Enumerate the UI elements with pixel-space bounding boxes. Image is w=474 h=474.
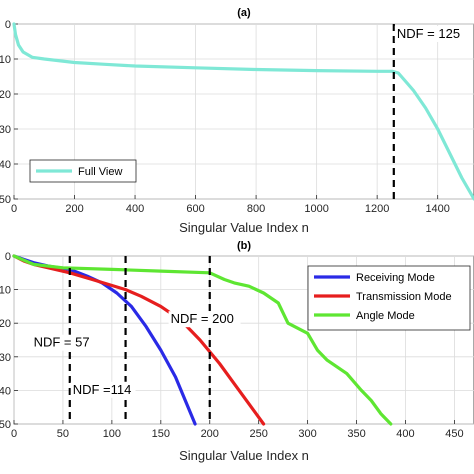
series-line-full-view (12, 22, 474, 201)
x-tick-label: 300 (298, 428, 316, 440)
legend-label-transmission-mode: Transmission Mode (356, 291, 452, 303)
subplot-a-annotations: NDF = 125 (392, 24, 467, 199)
subplot-a: (a) 0 200 400 600 800 1000 1200 1400 0 10 20 30 40 50… (0, 7, 474, 235)
x-tick-label: 1400 (425, 203, 449, 215)
subplot-b-title: (b) (237, 240, 251, 252)
x-tick-label: 400 (396, 428, 414, 440)
subplot-a-xlabel: Singular Value Index n (179, 220, 309, 235)
y-tick-label: 10 (0, 54, 11, 66)
ndf-label: NDF = 200 (171, 311, 234, 326)
x-tick-label: 50 (57, 428, 69, 440)
ndf-label: NDF =114 (73, 382, 132, 397)
subplot-a-legend: Full View (29, 159, 137, 183)
x-tick-label: 0 (11, 203, 17, 215)
x-tick-label: 800 (247, 203, 265, 215)
subplot-b-lines (12, 254, 393, 426)
x-tick-label: 200 (65, 203, 83, 215)
y-tick-label: 20 (0, 318, 11, 330)
series-line-angle-mode (12, 254, 393, 426)
subplot-a-ticks: 0 200 400 600 800 1000 1200 1400 0 10 20 30 40 50 (0, 19, 450, 215)
subplot-b-xlabel: Singular Value Index n (179, 448, 309, 463)
subplot-b: (b) 0 50 100 150 200 250 300 350 400 450010203040… (0, 240, 474, 463)
x-tick-label: 1000 (304, 203, 328, 215)
legend-box (29, 159, 137, 183)
x-tick-label: 200 (201, 428, 219, 440)
subplot-a-lines (12, 22, 474, 201)
x-tick-label: 600 (186, 203, 204, 215)
y-tick-label: 30 (0, 352, 11, 364)
ndf-label-background (168, 311, 241, 328)
ndf-label: NDF = 57 (34, 335, 90, 350)
x-tick-label: 100 (103, 428, 121, 440)
ndf-label-background (394, 26, 467, 42)
legend-label-full-view: Full View (78, 166, 122, 178)
subplot-a-title: (a) (237, 7, 251, 19)
y-tick-label: 10 (0, 285, 11, 297)
x-tick-label: 400 (126, 203, 144, 215)
subplot-b-legend: Receiving Mode Transmission Mode Angle Mod… (307, 265, 471, 331)
subplot-a-grid (13, 23, 474, 200)
x-tick-label: 350 (347, 428, 365, 440)
subplot-b-annotations: NDF = 57 NDF =114 NDF = 200 (31, 256, 241, 424)
y-tick-label: 50 (0, 194, 11, 206)
ndf-label-background (70, 381, 136, 398)
y-tick-label: 30 (0, 124, 11, 136)
legend-label-angle-mode: Angle Mode (356, 310, 415, 322)
legend-label-receiving-mode: Receiving Mode (356, 272, 435, 284)
y-tick-label: 40 (0, 159, 11, 171)
y-tick-label: 0 (5, 251, 11, 263)
x-tick-label: 150 (152, 428, 170, 440)
y-tick-label: 20 (0, 89, 11, 101)
ndf-label: NDF = 125 (397, 26, 460, 41)
x-tick-label: 1200 (365, 203, 389, 215)
x-tick-label: 450 (445, 428, 463, 440)
x-tick-label: 250 (250, 428, 268, 440)
y-tick-label: 50 (0, 419, 11, 431)
y-tick-label: 40 (0, 385, 11, 397)
x-tick-label: 0 (11, 428, 17, 440)
ndf-label-background (31, 334, 97, 351)
y-tick-label: 0 (5, 19, 11, 31)
